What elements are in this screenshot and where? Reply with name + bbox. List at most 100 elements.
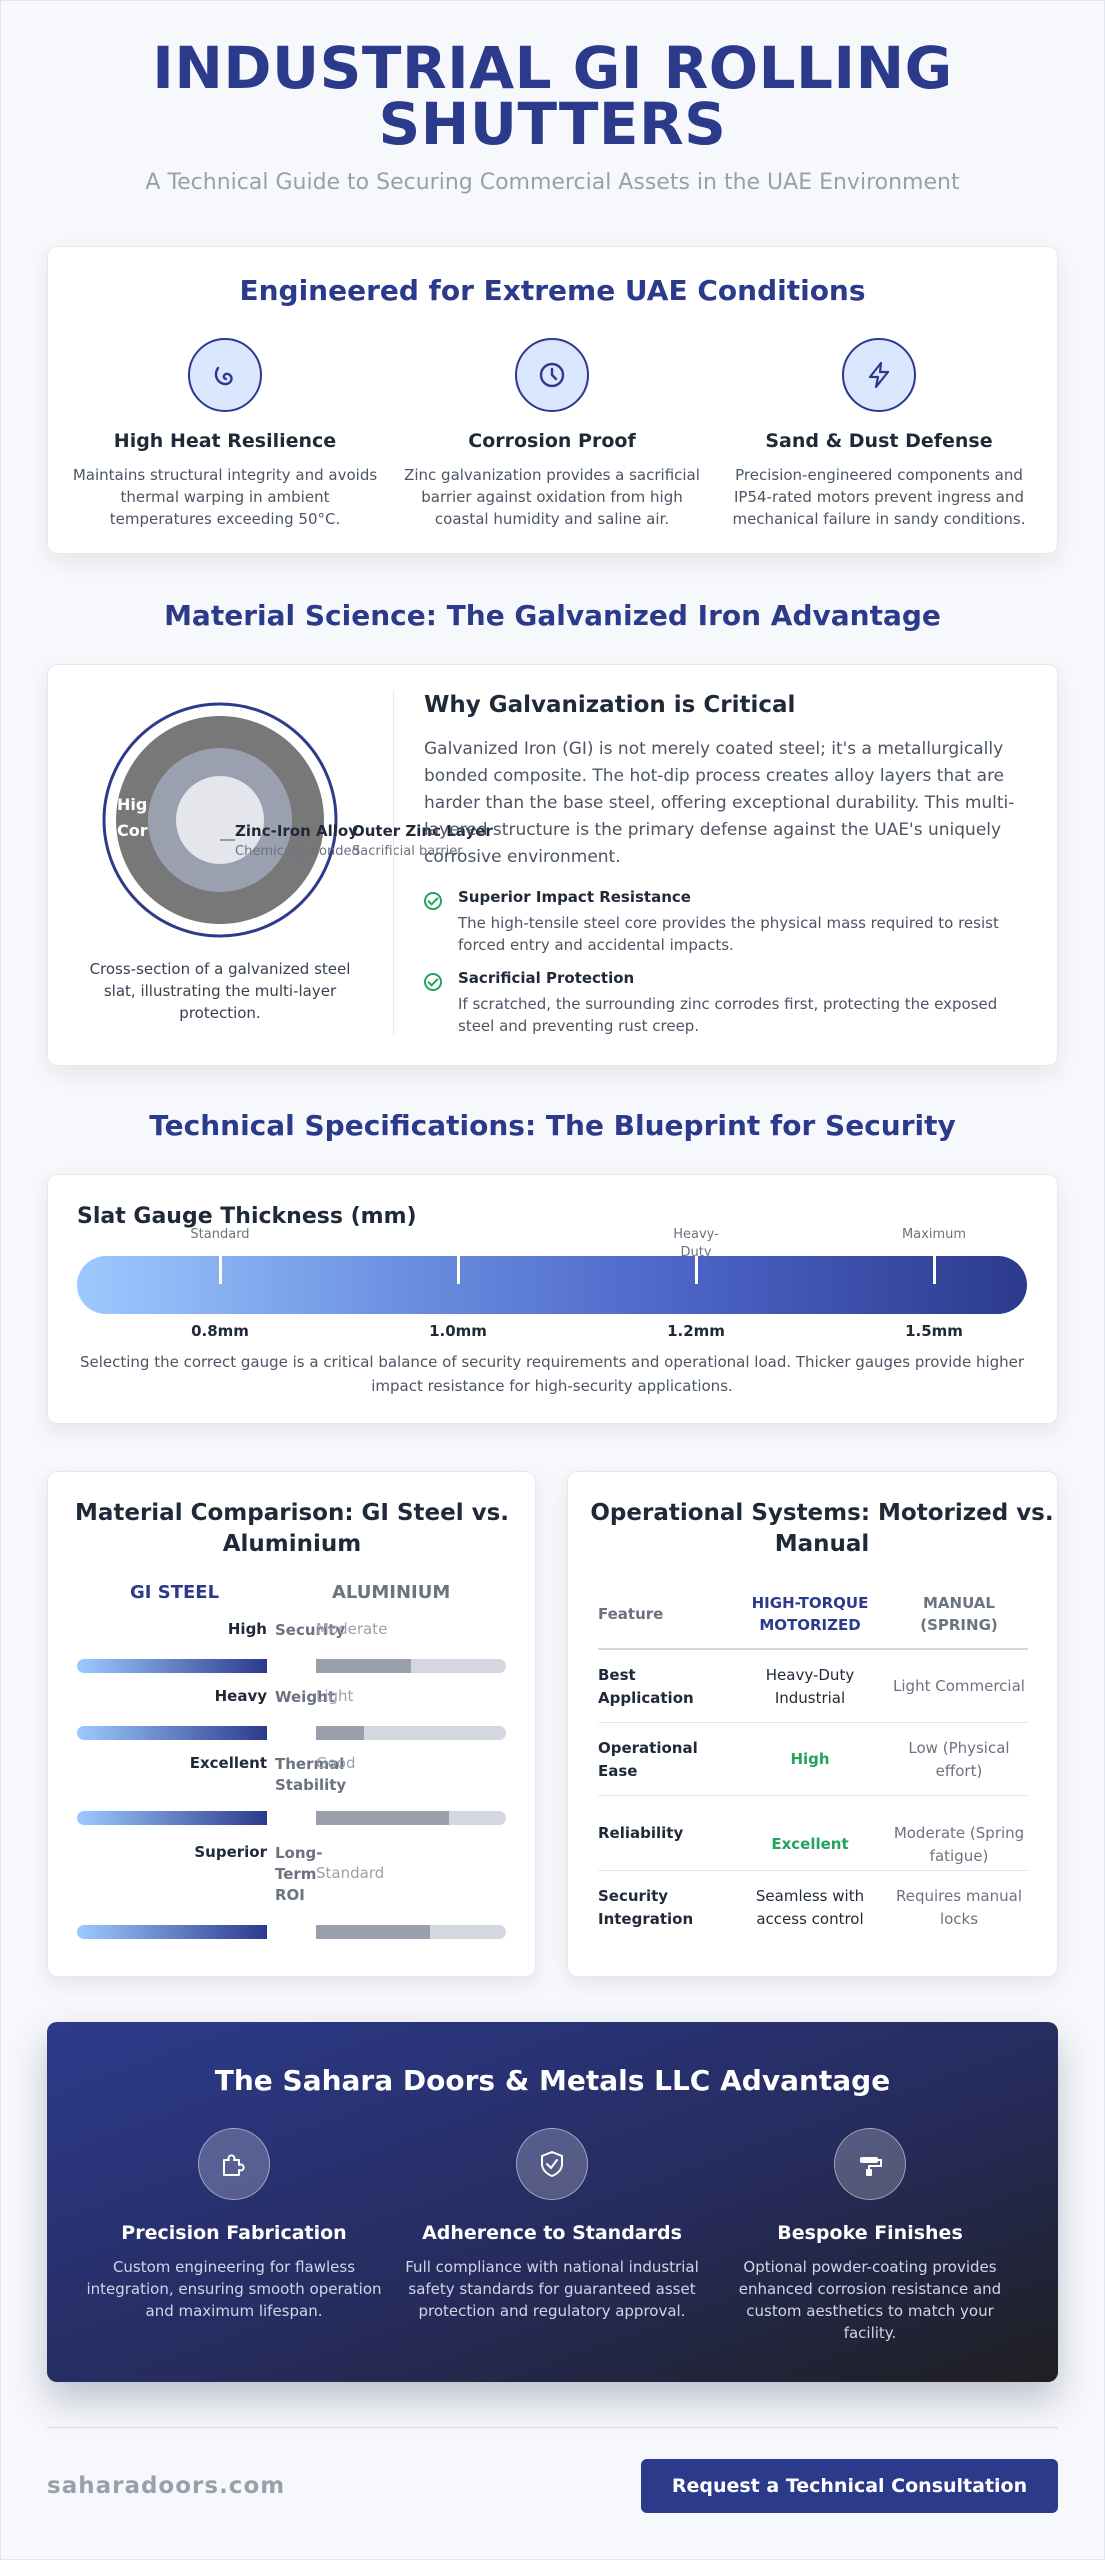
ring-inner-label: Hig Cor xyxy=(117,792,148,844)
ring-inner-line-1: Hig xyxy=(117,795,148,814)
advantage-standards-text: Full compliance with national industrial… xyxy=(405,2258,699,2320)
feature-corrosion-text: Zinc galvanization provides a sacrificia… xyxy=(404,466,700,528)
ops-row-divider xyxy=(598,1722,1028,1723)
advantage-panel xyxy=(47,2022,1058,2382)
hero-subtitle: A Technical Guide to Securing Commercial… xyxy=(145,170,960,195)
comparison-aluminium-bar-track xyxy=(316,1726,506,1740)
ops-feature-cell: Best Application xyxy=(598,1666,694,1707)
feature-corrosion: Corrosion Proof Zinc galvanization provi… xyxy=(397,338,707,530)
lightning-icon xyxy=(842,338,916,412)
gauge-tick-label-maximum: Maximum xyxy=(901,1227,967,1242)
comparison-aluminium-bar-fill xyxy=(316,1659,411,1673)
advantage-finishes-text: Optional powder-coating provides enhance… xyxy=(738,2258,1002,2342)
comparison-gi-value: Superior xyxy=(194,1843,267,1861)
feature-corrosion-title: Corrosion Proof xyxy=(468,430,636,452)
gauge-title: Slat Gauge Thickness (mm) xyxy=(77,1204,417,1229)
paint-roller-icon xyxy=(834,2128,906,2200)
comparison-aluminium-value: Moderate xyxy=(316,1620,388,1638)
footer-brand-link[interactable]: saharadoors.com xyxy=(47,2473,286,2499)
comparison-head-gi: GI STEEL xyxy=(130,1582,220,1603)
hero-title-line-1: INDUSTRIAL GI ROLLING xyxy=(152,34,953,102)
gauge-value-1-2: 1.2mm xyxy=(667,1322,725,1340)
ops-feature-cell: Reliability xyxy=(598,1824,684,1842)
zinc-iron-alloy-sub: Chemically bonded xyxy=(235,844,360,859)
feature-heat-text: Maintains structural integrity and avoid… xyxy=(72,466,378,528)
comparison-gi-value: Excellent xyxy=(189,1754,267,1772)
clock-icon xyxy=(515,338,589,412)
comparison-gi-bar xyxy=(77,1811,267,1825)
gauge-value-1-5: 1.5mm xyxy=(905,1322,963,1340)
advantage-standards-title: Adherence to Standards xyxy=(422,2222,682,2244)
gauge-tick-label-heavy-duty: Heavy-Duty xyxy=(673,1227,719,1260)
zinc-iron-alloy-label: Zinc-Iron Alloy xyxy=(235,822,358,840)
gauge-tick-1-0 xyxy=(457,1256,460,1284)
gauge-value-0-8: 0.8mm xyxy=(191,1322,249,1340)
hero-title-line-2: SHUTTERS xyxy=(378,90,727,158)
comparison-title: Material Comparison: GI Steel vs. Alumin… xyxy=(74,1500,510,1557)
cross-section-caption: Cross-section of a galvanized steel slat… xyxy=(89,960,351,1022)
ops-feature-cell: Operational Ease xyxy=(598,1739,698,1780)
ops-row-divider xyxy=(598,1870,1028,1871)
comparison-aluminium-bar-track xyxy=(316,1811,506,1825)
gauge-tick-0-8 xyxy=(219,1256,222,1284)
ops-header-divider xyxy=(598,1648,1028,1650)
ops-manual-cell: Moderate (Spring fatigue) xyxy=(893,1824,1025,1865)
heat-swirl-icon xyxy=(188,338,262,412)
comparison-aluminium-value: Light xyxy=(316,1687,354,1705)
comparison-aluminium-bar-fill xyxy=(316,1726,364,1740)
ops-header-feature: Feature xyxy=(598,1605,664,1623)
advantage-precision: Precision Fabrication Custom engineering… xyxy=(84,2128,384,2322)
gauge-tick-1-2 xyxy=(695,1256,698,1284)
ops-motorized-cell: Heavy-Duty Industrial xyxy=(765,1666,855,1707)
comparison-head-aluminium: ALUMINIUM xyxy=(332,1582,451,1603)
comparison-metric-label: Weight xyxy=(275,1688,335,1706)
ring-inner-line-2: Cor xyxy=(117,821,148,840)
comparison-aluminium-bar-track xyxy=(316,1659,506,1673)
hero-title: INDUSTRIAL GI ROLLING SHUTTERS xyxy=(0,34,1105,158)
gauge-value-1-0: 1.0mm xyxy=(429,1322,487,1340)
comparison-metric-label: Long-Term ROI xyxy=(275,1844,323,1904)
comparison-gi-value: Heavy xyxy=(214,1687,267,1705)
ops-header-motorized: HIGH-TORQUE MOTORIZED xyxy=(751,1594,869,1634)
comparison-aluminium-value: Good xyxy=(316,1754,356,1772)
outer-zinc-layer-label: Outer Zinc Layer xyxy=(352,822,493,840)
ops-row-divider xyxy=(598,1795,1028,1796)
gauge-tick-1-5 xyxy=(933,1256,936,1284)
comparison-aluminium-bar-fill xyxy=(316,1925,430,1939)
comparison-card xyxy=(47,1471,536,1977)
ops-motorized-cell: Excellent xyxy=(771,1835,849,1853)
feature-sand: Sand & Dust Defense Precision-engineered… xyxy=(724,338,1034,530)
steel-core xyxy=(176,776,264,864)
point-sacrificial-title: Sacrificial Protection xyxy=(458,969,635,987)
request-consultation-button[interactable]: Request a Technical Consultation xyxy=(641,2459,1058,2513)
puzzle-icon xyxy=(198,2128,270,2200)
why-galvanization-title: Why Galvanization is Critical xyxy=(424,692,796,718)
check-circle-icon xyxy=(424,973,442,991)
comparison-gi-bar xyxy=(77,1659,267,1673)
ops-manual-cell: Light Commercial xyxy=(893,1677,1025,1695)
comparison-aluminium-value: Standard xyxy=(316,1864,385,1882)
outer-zinc-layer-sub: Sacrificial barrier xyxy=(352,844,463,859)
ops-header-manual: MANUAL (SPRING) xyxy=(920,1594,998,1634)
check-circle-icon xyxy=(424,892,442,910)
feature-sand-text: Precision-engineered components and IP54… xyxy=(732,466,1026,528)
advantage-finishes: Bespoke Finishes Optional powder-coating… xyxy=(720,2128,1020,2344)
material-title: Material Science: The Galvanized Iron Ad… xyxy=(164,599,941,632)
gauge-bar xyxy=(77,1256,1027,1314)
ops-feature-cell: Security Integration xyxy=(598,1887,694,1928)
comparison-aluminium-bar-track xyxy=(316,1925,506,1939)
comparison-gi-bar xyxy=(77,1925,267,1939)
why-galvanization-body: Galvanized Iron (GI) is not merely coate… xyxy=(424,739,1015,867)
point-sacrificial-text: If scratched, the surrounding zinc corro… xyxy=(458,995,998,1035)
point-impact-text: The high-tensile steel core provides the… xyxy=(458,914,999,954)
conditions-title: Engineered for Extreme UAE Conditions xyxy=(239,274,866,307)
ops-manual-cell: Requires manual locks xyxy=(896,1887,1022,1928)
comparison-metric-label: Thermal Stability xyxy=(275,1755,347,1794)
advantage-finishes-title: Bespoke Finishes xyxy=(777,2222,963,2244)
advantage-title: The Sahara Doors & Metals LLC Advantage xyxy=(214,2064,891,2097)
ops-manual-cell: Low (Physical effort) xyxy=(908,1739,1010,1780)
point-impact-resistance: Superior Impact Resistance The high-tens… xyxy=(424,888,1034,956)
material-divider xyxy=(393,690,394,1035)
feature-heat-title: High Heat Resilience xyxy=(113,430,337,452)
advantage-precision-title: Precision Fabrication xyxy=(121,2222,347,2244)
